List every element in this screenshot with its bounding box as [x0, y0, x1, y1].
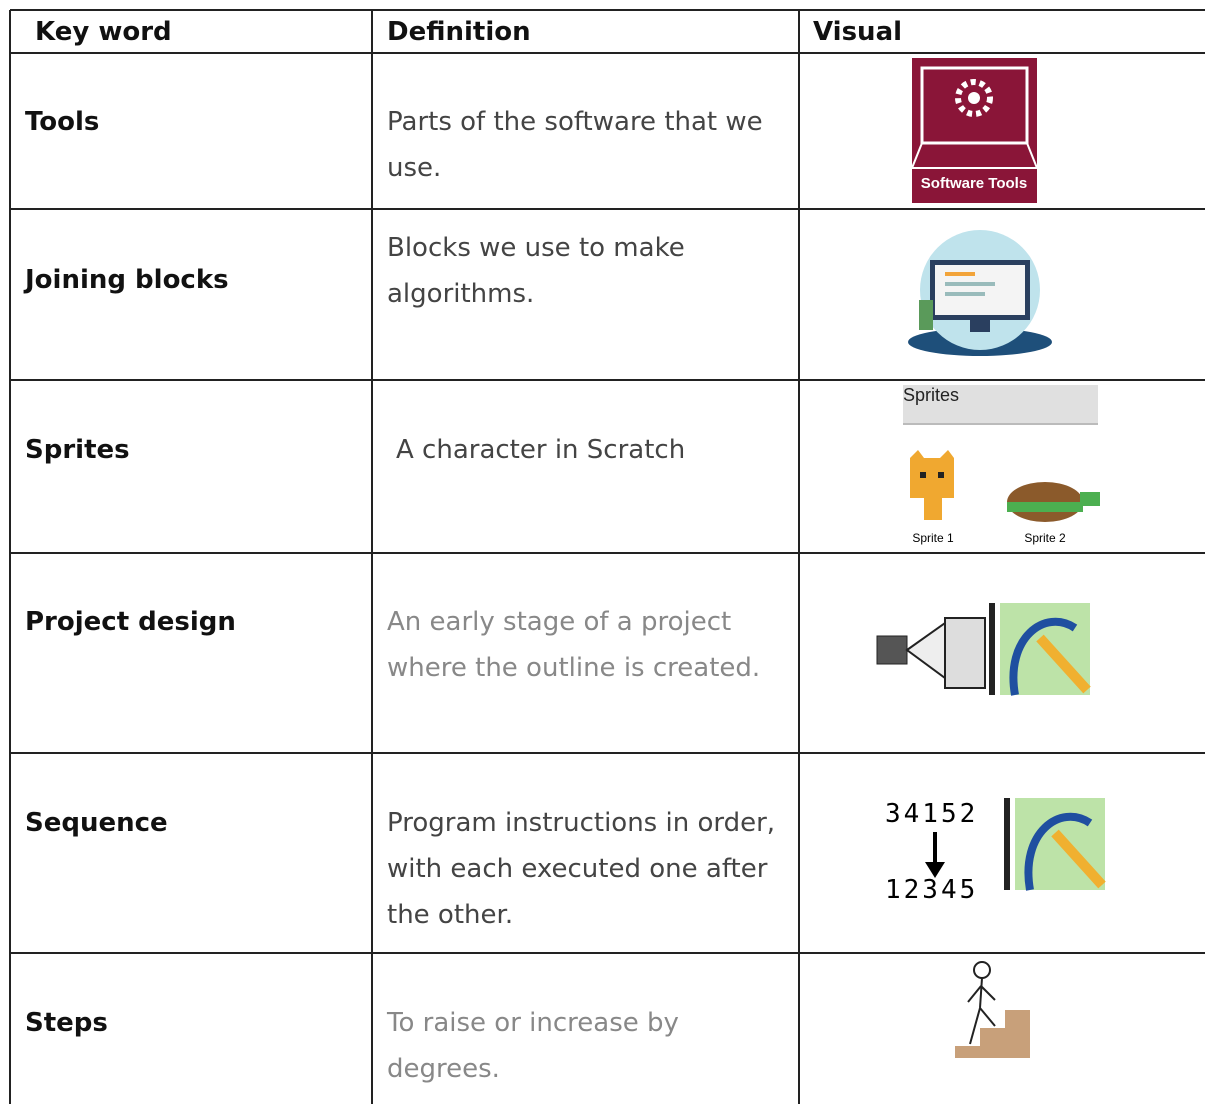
keyword: Sequence: [25, 808, 168, 838]
keyword: Joining blocks: [25, 265, 229, 295]
rule: [10, 752, 1205, 754]
definition: Program instructions in order, with each…: [387, 808, 776, 930]
rule: [9, 10, 11, 1104]
definition: Parts of the software that we use.: [387, 107, 763, 183]
sequence-symbol: 34152 12345: [885, 798, 1106, 905]
panel-title: Sprites: [903, 385, 960, 405]
keyword: Sprites: [25, 435, 130, 465]
icon-label: Software Tools: [921, 175, 1027, 192]
design-symbol: [876, 603, 1091, 696]
rule: [10, 379, 1205, 381]
header-cell: Definition: [387, 17, 531, 47]
keyword: Tools: [25, 107, 100, 137]
sprite-label: Sprite 2: [1024, 531, 1066, 545]
definition: To raise or increase by degrees.: [387, 1008, 679, 1084]
definition: An early stage of a project where the ou…: [387, 607, 761, 683]
rule: [10, 52, 1205, 54]
rule: [798, 10, 800, 1104]
keyword: Project design: [25, 607, 236, 637]
sprite-icons: Sprite 1 Sprite 2: [910, 450, 1100, 545]
computer-illustration: [908, 230, 1052, 356]
rule: [10, 952, 1205, 954]
software-tools-icon: Software Tools: [912, 58, 1037, 203]
header-cell: Key word: [35, 17, 172, 47]
sequence-before: 34152: [885, 799, 978, 829]
rule: [371, 10, 373, 1104]
definition: Blocks we use to make algorithms.: [387, 233, 685, 309]
rule: [10, 552, 1205, 554]
sequence-after: 12345: [885, 875, 978, 905]
keyword: Steps: [25, 1008, 108, 1038]
sprites-panel: Sprites: [903, 385, 1098, 425]
steps-symbol: [955, 961, 1030, 1058]
definition: A character in Scratch: [396, 435, 686, 465]
header-cell: Visual: [813, 17, 903, 47]
rule: [10, 9, 1205, 11]
rule: [10, 208, 1205, 210]
sprite-label: Sprite 1: [912, 531, 954, 545]
